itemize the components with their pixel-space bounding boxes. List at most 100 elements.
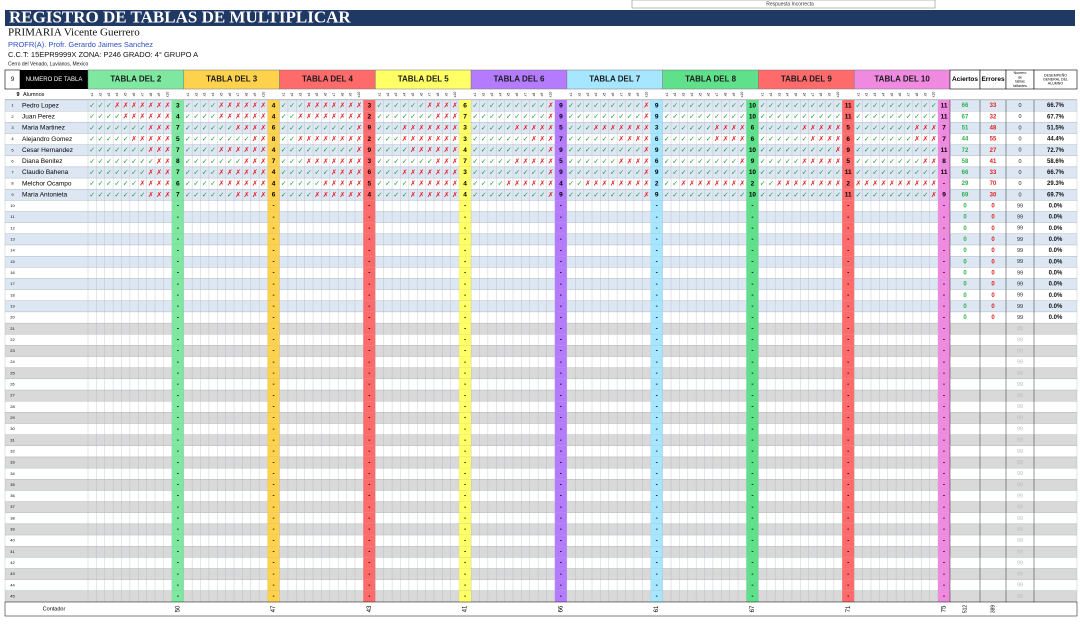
score-cell (554, 378, 567, 391)
summary-value: 0 (963, 204, 967, 210)
score-cell (171, 479, 184, 491)
score-cell (267, 278, 280, 290)
score-cell (459, 501, 472, 513)
table-score: - (751, 236, 753, 243)
summary-value: 99 (1017, 516, 1023, 522)
multiplier: x8 (628, 93, 632, 97)
answer-marks: ✓ ✓ ✓ ✓ ✓ ✓ ✓ ✗ ✗ ✗ (89, 124, 170, 132)
summary-value: 0 (991, 237, 995, 243)
multiplier: x9 (157, 93, 161, 97)
score-cell (171, 345, 184, 357)
row-bg (4, 467, 1078, 480)
table-score: - (943, 325, 945, 332)
table-score: - (847, 292, 849, 299)
multiplier: x5 (507, 93, 511, 97)
multiplier: x6 (324, 93, 328, 97)
answer-marks: ✓ ✓ ✓ ✓ ✓ ✓ ✓ ✓ ✓ ✗ (472, 191, 553, 199)
summary-value: 66 (962, 103, 969, 109)
score-cell (554, 111, 567, 123)
score-cell (459, 356, 472, 368)
score-cell (650, 289, 663, 301)
title: REGISTRO DE TABLAS DE MULTIPLICAR (9, 7, 351, 26)
score-cell (459, 256, 472, 268)
table-score: - (464, 392, 466, 399)
answer-marks: ✓ ✓ ✓ ✓ ✓ ✓ ✓ ✓ ✓ ✓ (855, 102, 936, 109)
table-score: - (847, 392, 849, 399)
score-cell (171, 323, 184, 335)
table-score: - (177, 348, 179, 355)
row-bg (4, 501, 1078, 513)
summary-value: 0 (963, 304, 967, 310)
summary-value: 99 (1017, 348, 1023, 354)
table-score: - (464, 348, 466, 355)
table-score: - (560, 348, 562, 355)
score-cell (650, 256, 663, 268)
row-bg (4, 434, 1078, 446)
score-cell (267, 479, 280, 491)
answer-marks: ✓ ✓ ✓ ✓ ✓ ✓ ✓ ✓ ✓ ✓ (664, 192, 745, 199)
score-cell (938, 222, 950, 234)
score-cell (363, 233, 376, 246)
row-number: 9 (11, 192, 14, 197)
table-score: - (177, 281, 179, 288)
summary-value: 0.0% (1049, 226, 1063, 232)
score-cell (938, 356, 950, 368)
summary-value: 99 (1017, 505, 1023, 511)
answer-marks: ✓ ✓ ✓ ✓ ✓ ✓ ✓ ✓ ✓ ✓ (855, 147, 936, 154)
row-number: 7 (11, 170, 14, 175)
score-cell (363, 122, 376, 134)
table-score: - (751, 392, 753, 399)
row-number: 19 (10, 303, 15, 308)
summary-value: 29 (962, 181, 969, 187)
score-cell (459, 479, 472, 491)
score-cell (171, 178, 184, 190)
summary-value: 48 (990, 125, 997, 131)
score-cell (650, 412, 663, 424)
table-score: 9 (655, 192, 659, 199)
column-label: DESEMPEÑO GENERAL DEL ALUMNO (1043, 72, 1068, 85)
answer-marks: ✓ ✓ ✓ ✓ ✗ ✗ ✗ ✗ ✗ ✗ (185, 168, 266, 176)
answer-marks: ✓ ✓ ✓ ✓ ✗ ✗ ✗ ✗ ✗ ✗ (472, 180, 553, 188)
score-cell (459, 468, 472, 480)
summary-value: 66.7% (1047, 170, 1065, 176)
score-cell (938, 155, 950, 167)
table-score: - (177, 236, 179, 243)
table-score: - (751, 225, 753, 232)
table-score: - (177, 392, 179, 399)
multiplier: x5 (603, 93, 607, 97)
score-cell (650, 423, 663, 435)
score-cell (171, 211, 184, 223)
score-cell (650, 456, 663, 469)
student-name: Claudio Bahena (22, 169, 69, 176)
summary-value: 0 (991, 226, 995, 232)
table-score: 10 (749, 113, 757, 120)
score-cell (267, 233, 280, 246)
multiplier: x2 (194, 93, 198, 97)
table-score: - (560, 325, 562, 332)
table-score: - (368, 470, 370, 477)
multiplier: x5 (698, 93, 702, 97)
table-score: 6 (463, 102, 467, 109)
table-score: - (177, 225, 179, 232)
answer-marks: ✓ ✓ ✓ ✓ ✗ ✗ ✗ ✗ ✗ ✗ (185, 113, 266, 121)
table-score: 7 (559, 136, 563, 143)
table-score: - (464, 437, 466, 444)
table-score: - (368, 359, 370, 366)
score-cell (171, 256, 184, 268)
summary-value: 99 (1017, 493, 1023, 499)
row-bg (4, 389, 1078, 402)
summary-value: 0 (963, 282, 967, 288)
column-header (1033, 69, 1078, 90)
table-score: 11 (941, 169, 948, 176)
score-cell (554, 222, 567, 234)
table-score: - (656, 381, 658, 388)
multiplier: x9 (444, 93, 448, 97)
table-score: - (656, 403, 658, 410)
row-bg (4, 289, 1078, 301)
table-score: - (656, 448, 658, 455)
score-cell (459, 178, 472, 190)
table-score: - (464, 292, 466, 299)
score-cell (267, 111, 280, 123)
summary-value: 99 (1017, 293, 1023, 299)
score-cell (938, 434, 950, 446)
